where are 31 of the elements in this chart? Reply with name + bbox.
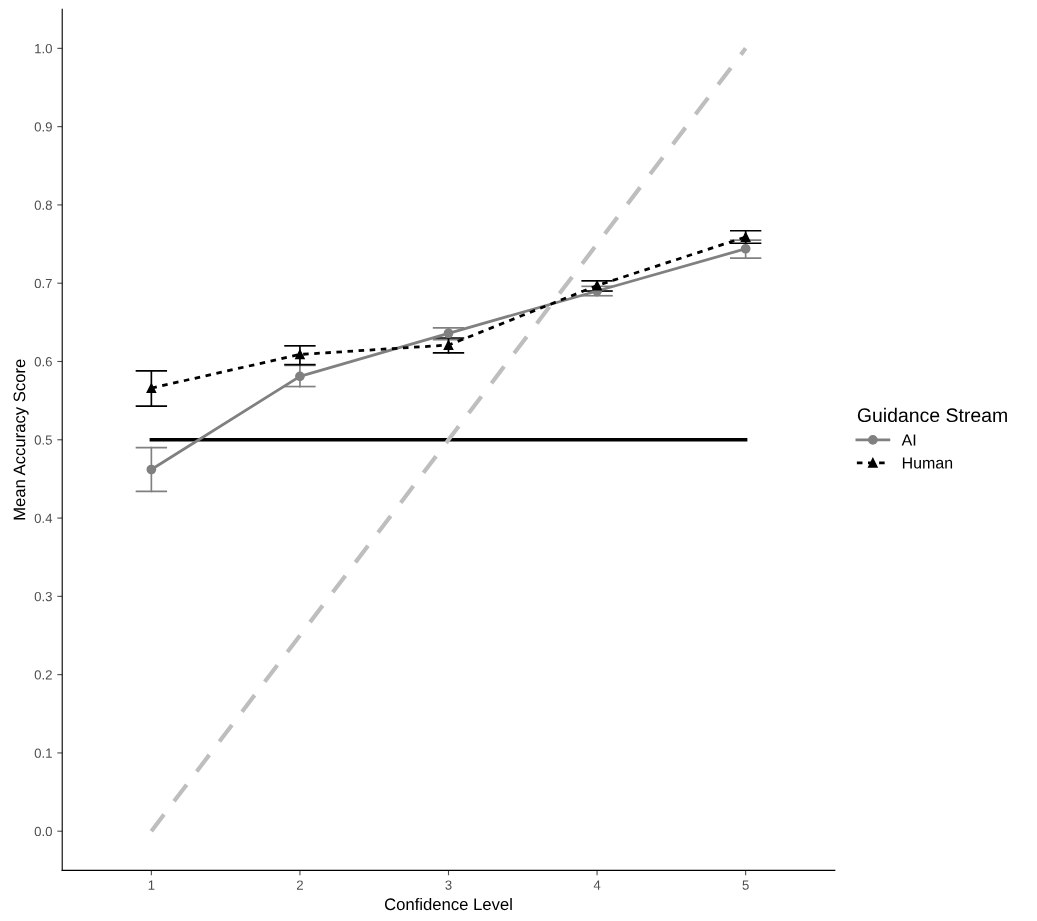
x-tick-label: 5 — [742, 880, 749, 890]
y-tick-label: 1.0 — [35, 43, 52, 54]
y-tick-label: 0.9 — [34, 122, 52, 132]
point — [443, 328, 454, 339]
y-tick-label: 0.2 — [34, 670, 52, 680]
legend-title: Guidance Stream — [857, 407, 1007, 423]
y-tick-label: 0.6 — [34, 357, 52, 367]
y-tick-label: 0.8 — [34, 200, 52, 210]
point — [740, 243, 751, 254]
x-tick-label: 1 — [148, 880, 155, 890]
point — [443, 340, 454, 350]
x-tick-label: 2 — [296, 880, 303, 890]
y-tick-label: 0.1 — [34, 748, 52, 758]
y-tick-label: 0.3 — [34, 591, 52, 602]
point — [146, 464, 157, 475]
y-tick-label: 0.5 — [34, 435, 52, 445]
point — [295, 349, 305, 360]
x-axis-title: Confidence Level — [384, 897, 512, 911]
point — [740, 232, 751, 242]
y-tick-label: 0.4 — [34, 513, 53, 523]
legend-label: AI — [901, 434, 916, 446]
legend-label: Human — [902, 457, 953, 469]
x-tick-label: 4 — [593, 880, 601, 890]
point — [146, 383, 157, 393]
point — [592, 280, 602, 291]
line-series — [149, 46, 748, 834]
y-tick-label: 0.7 — [34, 278, 52, 289]
y-tick-label: 0.0 — [34, 826, 52, 837]
y-axis-title: Mean Accuracy Score — [13, 359, 29, 520]
point — [295, 371, 305, 382]
x-tick-label: 3 — [445, 880, 452, 890]
